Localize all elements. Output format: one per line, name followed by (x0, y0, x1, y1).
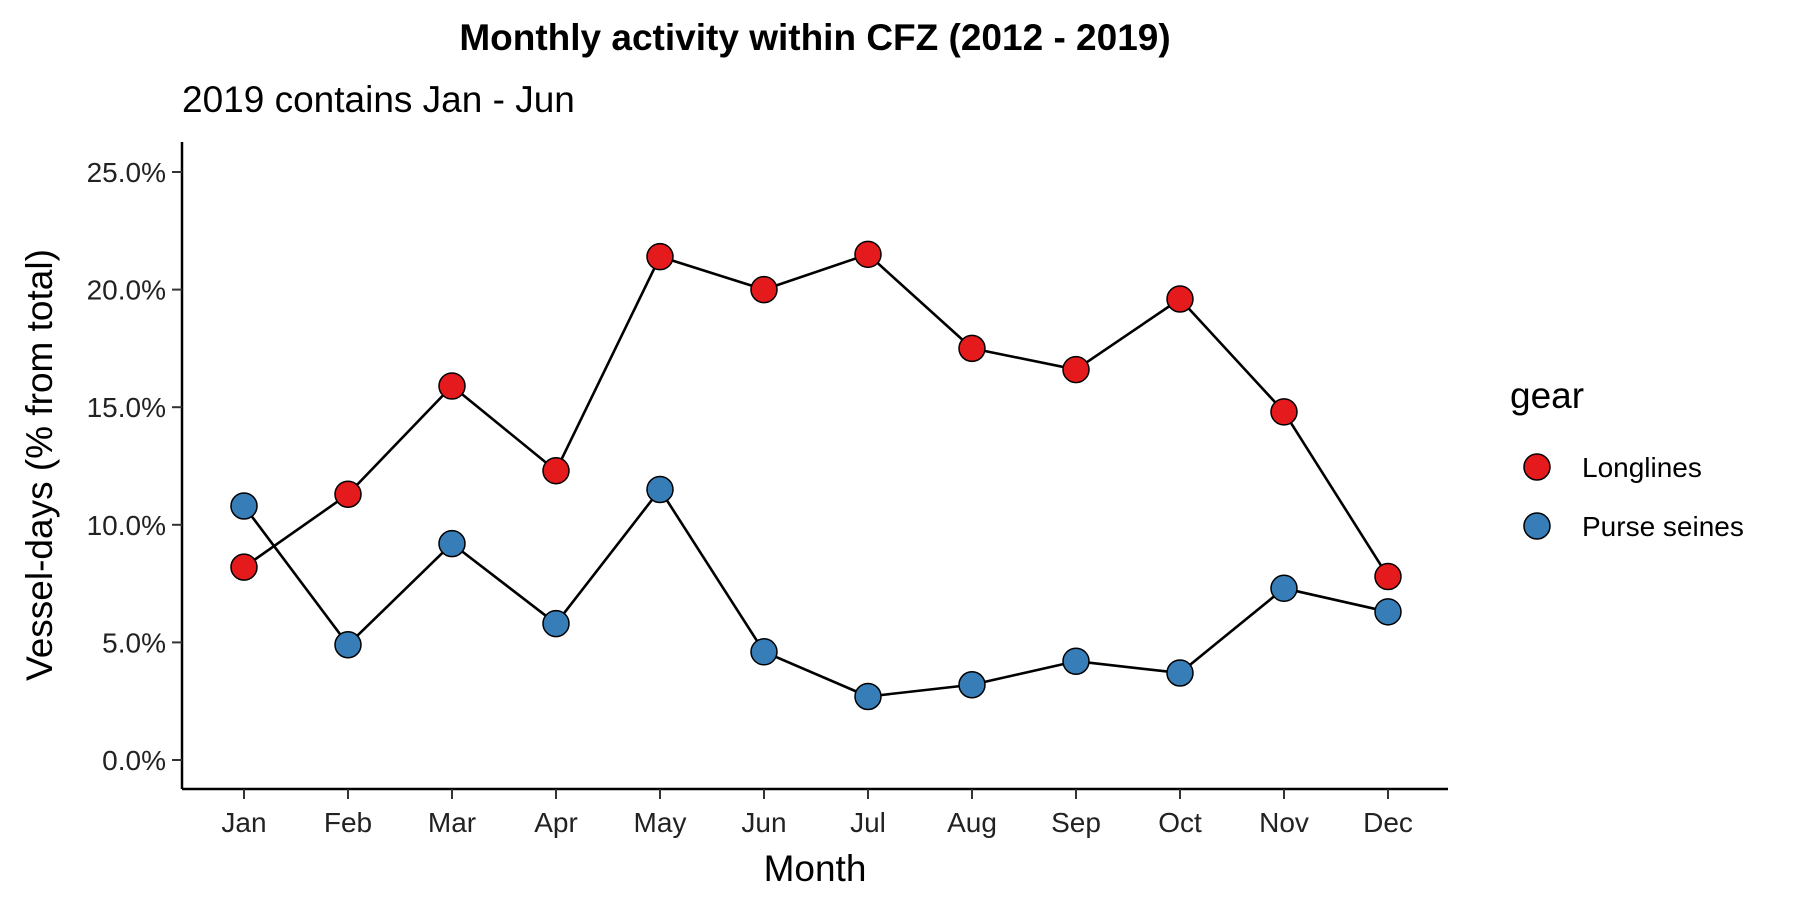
series-line-longlines (243, 253, 1390, 578)
legend-label-longlines: Longlines (1582, 452, 1702, 483)
legend-item-longlines: Longlines (1523, 452, 1702, 483)
series-line-purse-seines (242, 488, 1389, 698)
data-point-longlines (334, 480, 362, 508)
data-point-purse-seines (1166, 659, 1194, 687)
data-point-purse-seines (1062, 647, 1090, 675)
x-tick-label: Dec (1363, 807, 1413, 838)
data-point-longlines (646, 242, 674, 271)
plot-area: 0.0% 5.0% 10.0% 15.0% 20.0% 25.0% Jan Feb Mar Ap… (87, 142, 1448, 838)
legend-label-purse-seines: Purse seines (1582, 511, 1744, 542)
data-point-purse-seines (230, 492, 258, 520)
legend-title: gear (1510, 375, 1584, 416)
data-point-longlines (1062, 355, 1090, 384)
data-point-longlines (958, 334, 986, 363)
y-tick-label: 10.0% (87, 510, 166, 541)
legend-key-longlines (1523, 453, 1551, 481)
data-point-purse-seines (958, 670, 986, 699)
x-tick-label: Jul (850, 807, 886, 838)
x-tick-label: May (634, 807, 687, 838)
data-point-longlines (854, 240, 882, 269)
data-point-purse-seines (646, 475, 674, 504)
x-tick-label: Aug (947, 807, 997, 838)
data-point-longlines (542, 456, 570, 485)
legend-items: Longlines Purse seines (1523, 452, 1744, 542)
legend-item-purse-seines: Purse seines (1523, 511, 1744, 542)
data-point-purse-seines (542, 609, 570, 638)
x-tick-label: Oct (1158, 807, 1202, 838)
y-axis-title: Vessel-days (% from total) (19, 249, 60, 681)
y-tick-label: 5.0% (102, 627, 166, 658)
data-point-purse-seines (1270, 574, 1298, 603)
x-tick-label: Jun (741, 807, 786, 838)
data-point-purse-seines (750, 638, 778, 666)
data-point-purse-seines (854, 682, 882, 711)
series-lines (242, 253, 1390, 698)
chart-subtitle: 2019 contains Jan - Jun (182, 79, 575, 120)
y-tick-label: 25.0% (87, 157, 166, 188)
series-points (230, 240, 1402, 711)
data-point-purse-seines (438, 529, 466, 558)
y-tick-label: 15.0% (87, 392, 166, 423)
data-point-longlines (230, 553, 258, 581)
x-tick-label: Sep (1051, 807, 1101, 838)
legend: gear Longlines Purse seines (1510, 375, 1744, 542)
x-tick-label: Mar (428, 807, 476, 838)
data-point-longlines (438, 372, 466, 400)
data-point-longlines (750, 275, 778, 304)
legend-key-purse-seines (1523, 512, 1551, 540)
data-point-purse-seines (334, 631, 362, 659)
x-tick-label: Nov (1259, 807, 1309, 838)
x-ticks: Jan Feb Mar Apr May Jun Jul Aug Sep Oct Nov Dec (221, 789, 1413, 838)
x-tick-label: Apr (534, 807, 578, 838)
y-tick-label: 0.0% (102, 745, 166, 776)
data-point-longlines (1166, 285, 1194, 313)
data-point-longlines (1270, 398, 1298, 426)
x-tick-label: Jan (221, 807, 266, 838)
x-axis-title: Month (764, 848, 867, 889)
y-tick-label: 20.0% (87, 275, 166, 306)
data-point-longlines (1374, 562, 1402, 591)
chart-title: Monthly activity within CFZ (2012 - 2019… (459, 17, 1170, 58)
y-ticks: 0.0% 5.0% 10.0% 15.0% 20.0% 25.0% (87, 157, 182, 776)
x-tick-label: Feb (324, 807, 372, 838)
data-point-purse-seines (1374, 598, 1402, 626)
